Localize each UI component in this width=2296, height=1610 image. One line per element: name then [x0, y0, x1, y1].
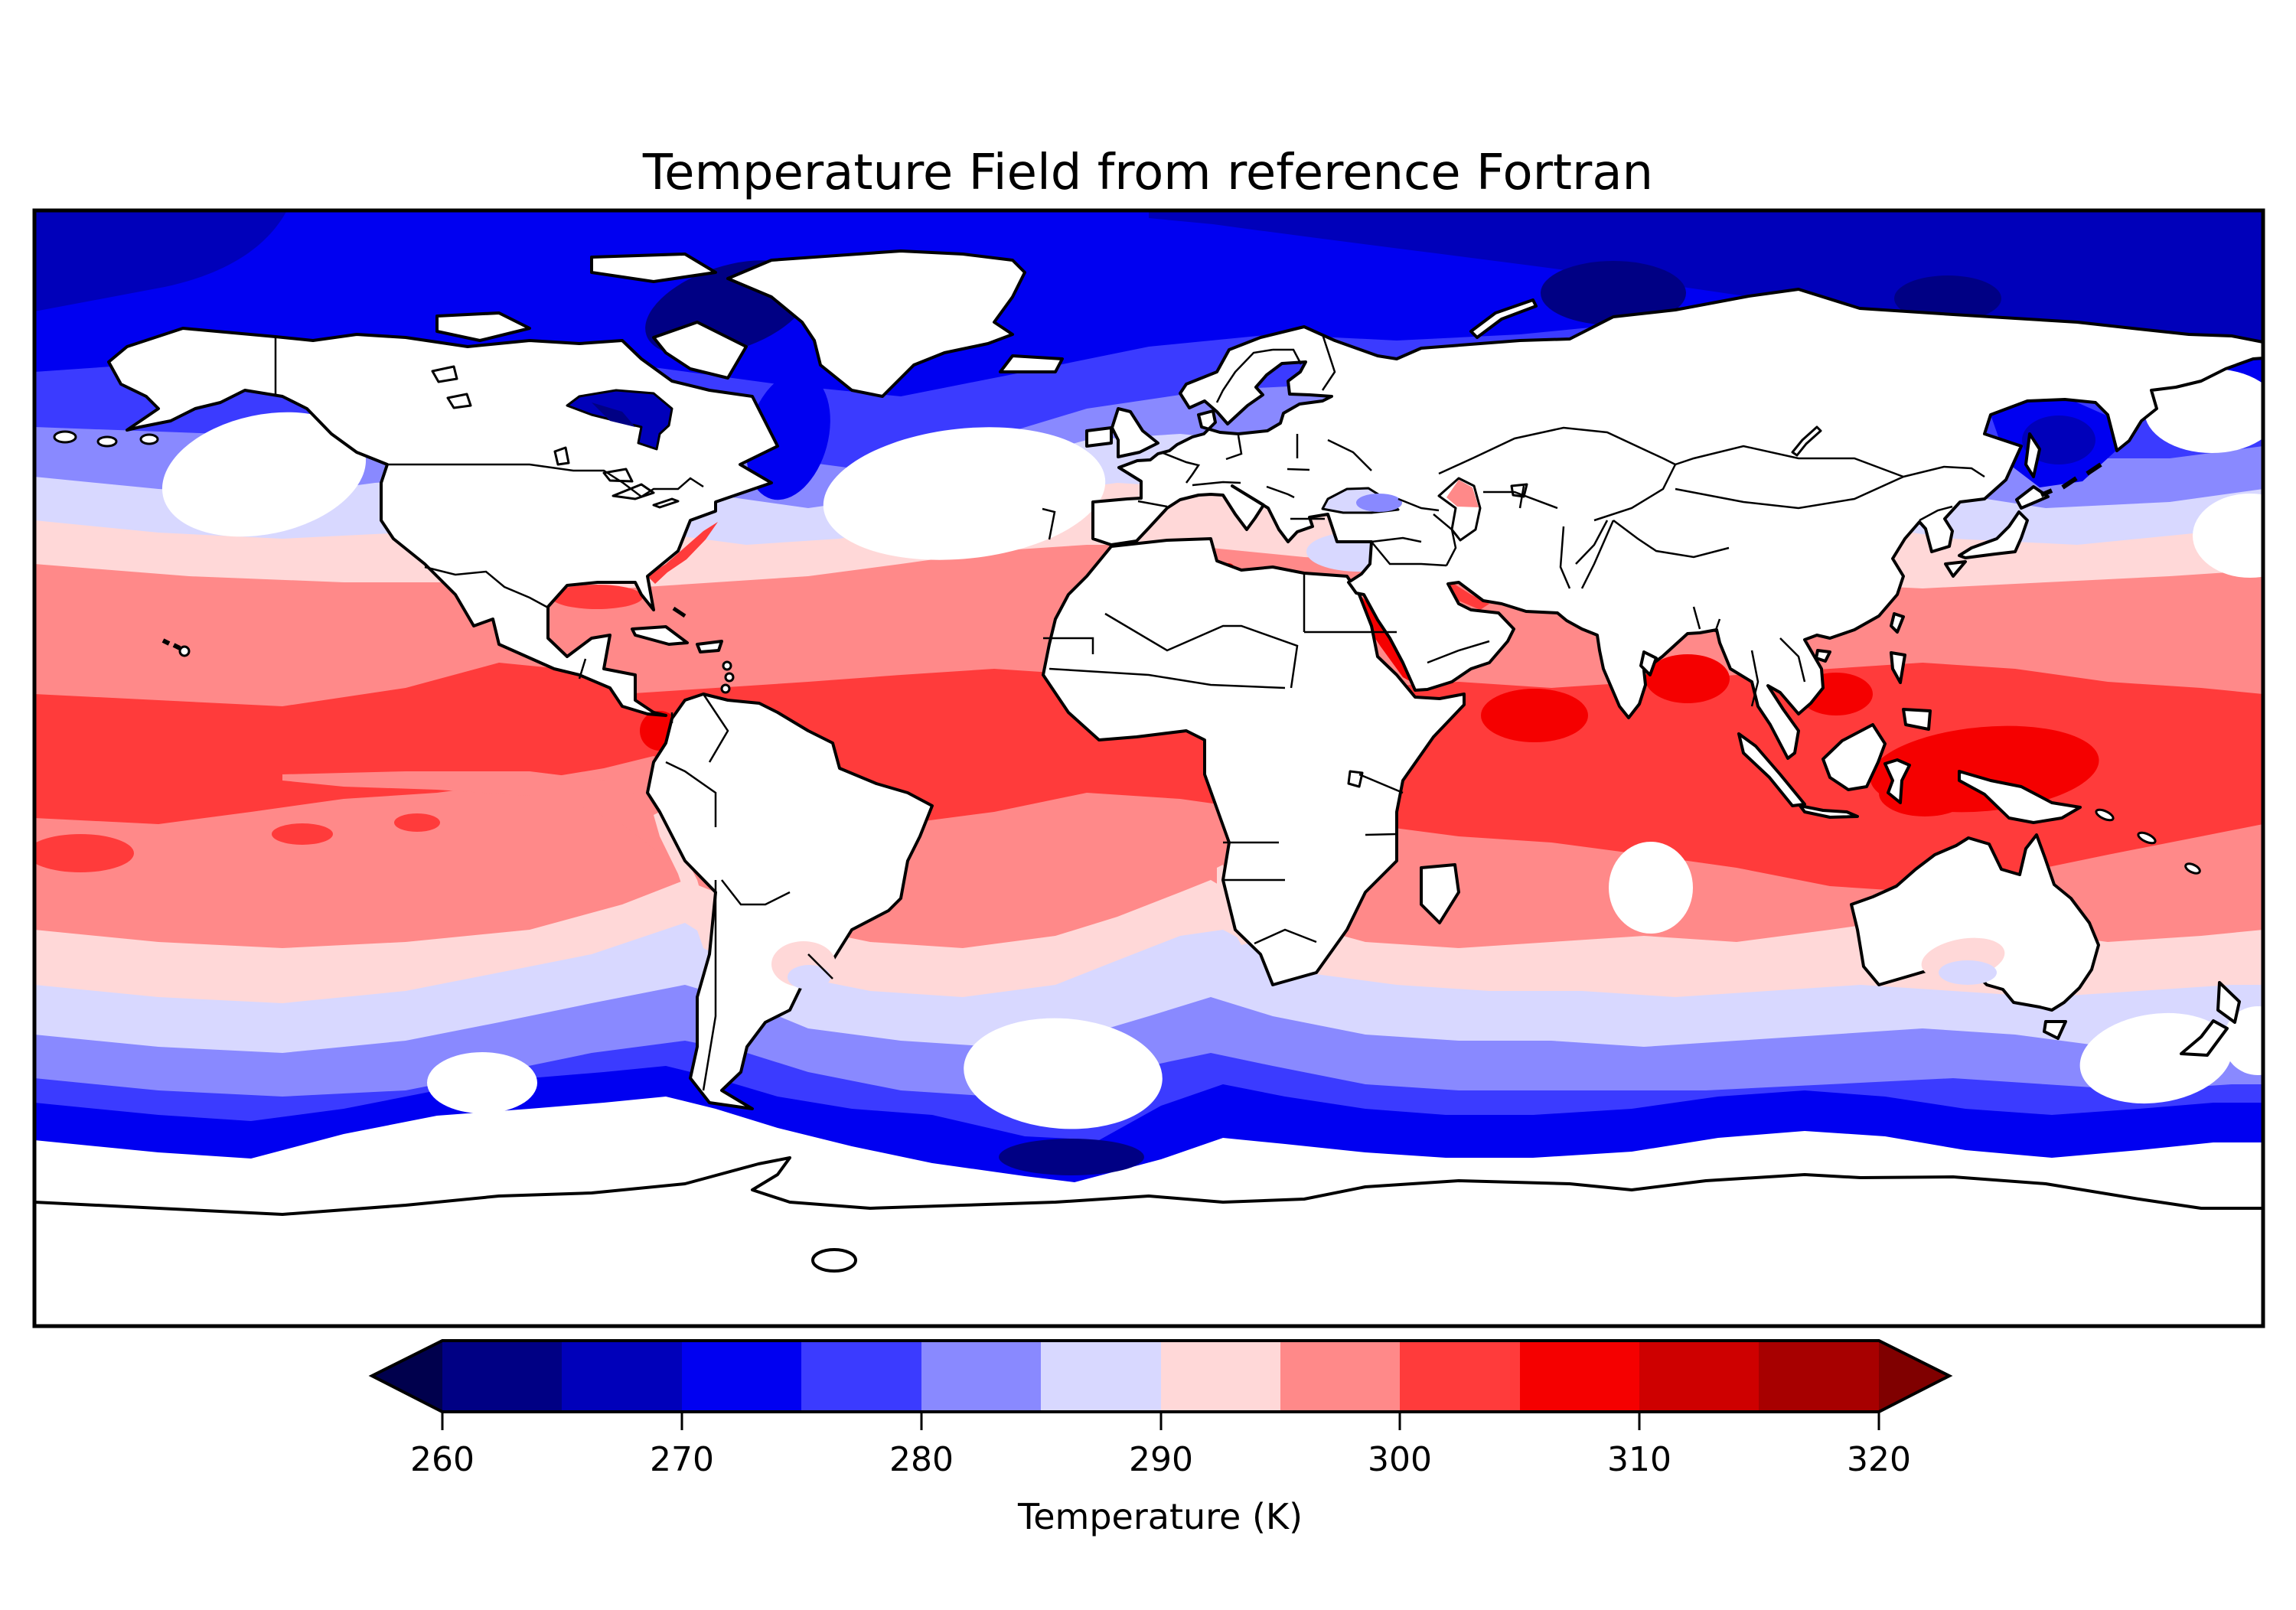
- inland-seas-and-lakes: [431, 365, 1822, 788]
- land-nz-north: [2216, 981, 2241, 1024]
- tick-label-310: 310: [1607, 1440, 1671, 1479]
- land-ireland: [1085, 426, 1113, 448]
- land-sri-lanka: [1639, 650, 1658, 676]
- land-kyushu: [1944, 560, 1967, 578]
- map-axes: [32, 208, 2265, 1328]
- warm-bay-of-bengal: [1645, 654, 1730, 703]
- land-south-america: [646, 693, 934, 1110]
- warm-blob-south-pacific-2: [394, 813, 440, 832]
- land-honshu: [1958, 510, 2029, 559]
- country-borders: [274, 334, 1985, 1091]
- gulf-of-mexico-warm: [551, 585, 643, 609]
- lake-superior: [602, 468, 634, 483]
- land-south-orkney: [811, 1248, 857, 1273]
- no-data-east-of-nz: [2223, 1006, 2263, 1075]
- land-baffin-island: [652, 321, 748, 380]
- no-data-north-atlantic: [823, 427, 1106, 560]
- no-data-south-atlantic: [964, 1018, 1163, 1129]
- land-taiwan: [1890, 612, 1905, 634]
- warm-arabian-sea: [1481, 689, 1588, 742]
- caspian-sea-north-warm: [1446, 480, 1479, 507]
- cold-tongue-east-pacific: [282, 771, 703, 874]
- land-cuba: [631, 625, 689, 646]
- land-hainan: [1815, 649, 1831, 663]
- land-novaya-zemlya: [1469, 298, 1538, 339]
- land-iceland: [999, 354, 1064, 373]
- patch-argentina-lavender: [788, 965, 830, 989]
- land-luzon: [1890, 651, 1906, 684]
- gulf-stream-tongue: [647, 522, 718, 584]
- tick-label-270: 270: [650, 1440, 714, 1479]
- no-data-tasman-sea: [2079, 1012, 2232, 1104]
- hudson-bay-cold-core: [592, 402, 635, 427]
- no-data-gulf-of-alaska: [161, 412, 367, 537]
- land-nz-south: [2180, 1019, 2229, 1057]
- colorbar: 260 270 280 290 300 310 320 Temperature …: [368, 1339, 1953, 1537]
- warm-blob-south-pacific-3: [34, 834, 134, 872]
- land-eurasia: [1091, 288, 2263, 760]
- no-data-bering-sea: [2144, 369, 2263, 453]
- small-islands: [53, 430, 2201, 875]
- lake-baikal: [1791, 425, 1822, 457]
- no-data-nw-pacific: [2193, 494, 2263, 578]
- patch-australia-lavender: [1939, 960, 1997, 985]
- no-data-indian-ocean: [1609, 842, 1693, 934]
- warm-blob-south-pacific-1: [272, 823, 333, 845]
- colorbar-under-arrow: [372, 1341, 442, 1412]
- land-great-britain: [1110, 407, 1159, 458]
- map-frame: [32, 208, 2265, 1328]
- lake-victoria: [1347, 770, 1364, 788]
- land-hispaniola: [696, 640, 723, 653]
- colorbar-segments: [372, 1341, 1949, 1412]
- no-data-se-pacific: [427, 1052, 537, 1113]
- lake-erie-ontario: [652, 497, 680, 509]
- cold-core-south-atlantic: [999, 1139, 1144, 1175]
- cold-patch-kara-sea: [1541, 261, 1686, 325]
- land-sulawesi: [1883, 758, 1911, 804]
- land-madagascar: [1420, 863, 1460, 924]
- colorbar-axis-label: Temperature (K): [1017, 1496, 1303, 1537]
- map-content: [34, 210, 2263, 1326]
- tick-label-300: 300: [1368, 1440, 1432, 1479]
- lake-winnipeg: [553, 446, 570, 466]
- tick-label-320: 320: [1847, 1440, 1911, 1479]
- great-slave-lake: [446, 393, 472, 409]
- land-greenland: [726, 249, 1026, 398]
- cold-patch-labrador-sea: [746, 372, 830, 500]
- land-africa: [1042, 537, 1466, 986]
- great-bear-lake: [431, 365, 458, 383]
- land-borneo: [1821, 723, 1887, 791]
- cold-patch-laptev-sea: [1894, 275, 2001, 321]
- land-sakhalin: [2024, 432, 2041, 478]
- land-north-america: [107, 327, 779, 717]
- land-masses: [34, 249, 2263, 1326]
- land-new-guinea: [1958, 770, 2082, 824]
- land-sumatra: [1737, 732, 1806, 807]
- overland-data-patches: [771, 937, 2005, 989]
- colorbar-over-arrow: [1879, 1341, 1949, 1412]
- band-265-270-arctic-west: [34, 210, 287, 311]
- black-sea-east: [1356, 494, 1402, 512]
- upwelling-peru-coast: [654, 812, 716, 954]
- land-hokkaido: [2015, 485, 2050, 510]
- colorbar-tick-labels: 260 270 280 290 300 310 320: [410, 1440, 1911, 1479]
- land-java: [1799, 804, 1859, 819]
- land-tasmania: [2043, 1020, 2067, 1040]
- chart-title: Temperature Field from reference Fortran: [642, 145, 1653, 201]
- land-ellesmere-island: [590, 253, 717, 283]
- colorbar-tick-marks: [441, 1412, 1880, 1430]
- tick-label-280: 280: [889, 1440, 954, 1479]
- tick-label-260: 260: [410, 1440, 475, 1479]
- land-victoria-island: [435, 311, 531, 342]
- land-mindanao: [1902, 708, 1932, 731]
- warm-persian-gulf: [1446, 582, 1489, 610]
- tick-label-290: 290: [1129, 1440, 1193, 1479]
- land-antarctica: [34, 1156, 2263, 1326]
